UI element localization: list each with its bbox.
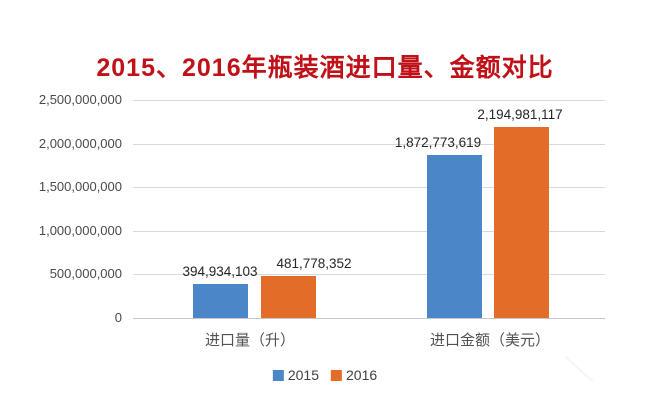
legend-swatch-icon [272, 369, 284, 381]
gridline [133, 144, 605, 145]
x-axis-line [133, 318, 605, 319]
bar-2016-volume [261, 276, 316, 318]
y-tick-label: 1,000,000,000 [38, 223, 122, 238]
legend: 2015 2016 [272, 367, 377, 383]
legend-item-2015: 2015 [272, 367, 319, 383]
bar-2015-value [427, 155, 482, 318]
bar-2016-value [494, 127, 549, 318]
y-tick-label: 1,500,000,000 [38, 179, 122, 194]
y-tick-label: 2,500,000,000 [38, 92, 122, 107]
category-label: 进口金额（美元） [429, 332, 551, 349]
watermark-line [564, 355, 594, 383]
y-tick-label: 0 [114, 310, 122, 325]
legend-item-2016: 2016 [331, 367, 377, 383]
gridline [133, 231, 605, 232]
y-tick-label: 500,000,000 [49, 266, 122, 281]
data-label: 394,934,103 [182, 264, 258, 279]
legend-label: 2015 [287, 367, 319, 383]
gridline [133, 274, 605, 275]
chart-title: 2015、2016年瓶装酒进口量、金额对比 [96, 54, 554, 82]
gridline [133, 100, 605, 101]
data-label: 2,194,981,117 [477, 107, 563, 122]
bar-2015-volume [193, 284, 248, 318]
legend-swatch-icon [331, 369, 342, 381]
data-label: 481,778,352 [276, 256, 352, 271]
gridline [133, 187, 605, 188]
y-tick-label: 2,000,000,000 [38, 136, 122, 151]
category-label: 进口量（升） [204, 332, 296, 349]
legend-label: 2016 [346, 367, 378, 383]
data-label: 1,872,773,619 [394, 135, 482, 150]
